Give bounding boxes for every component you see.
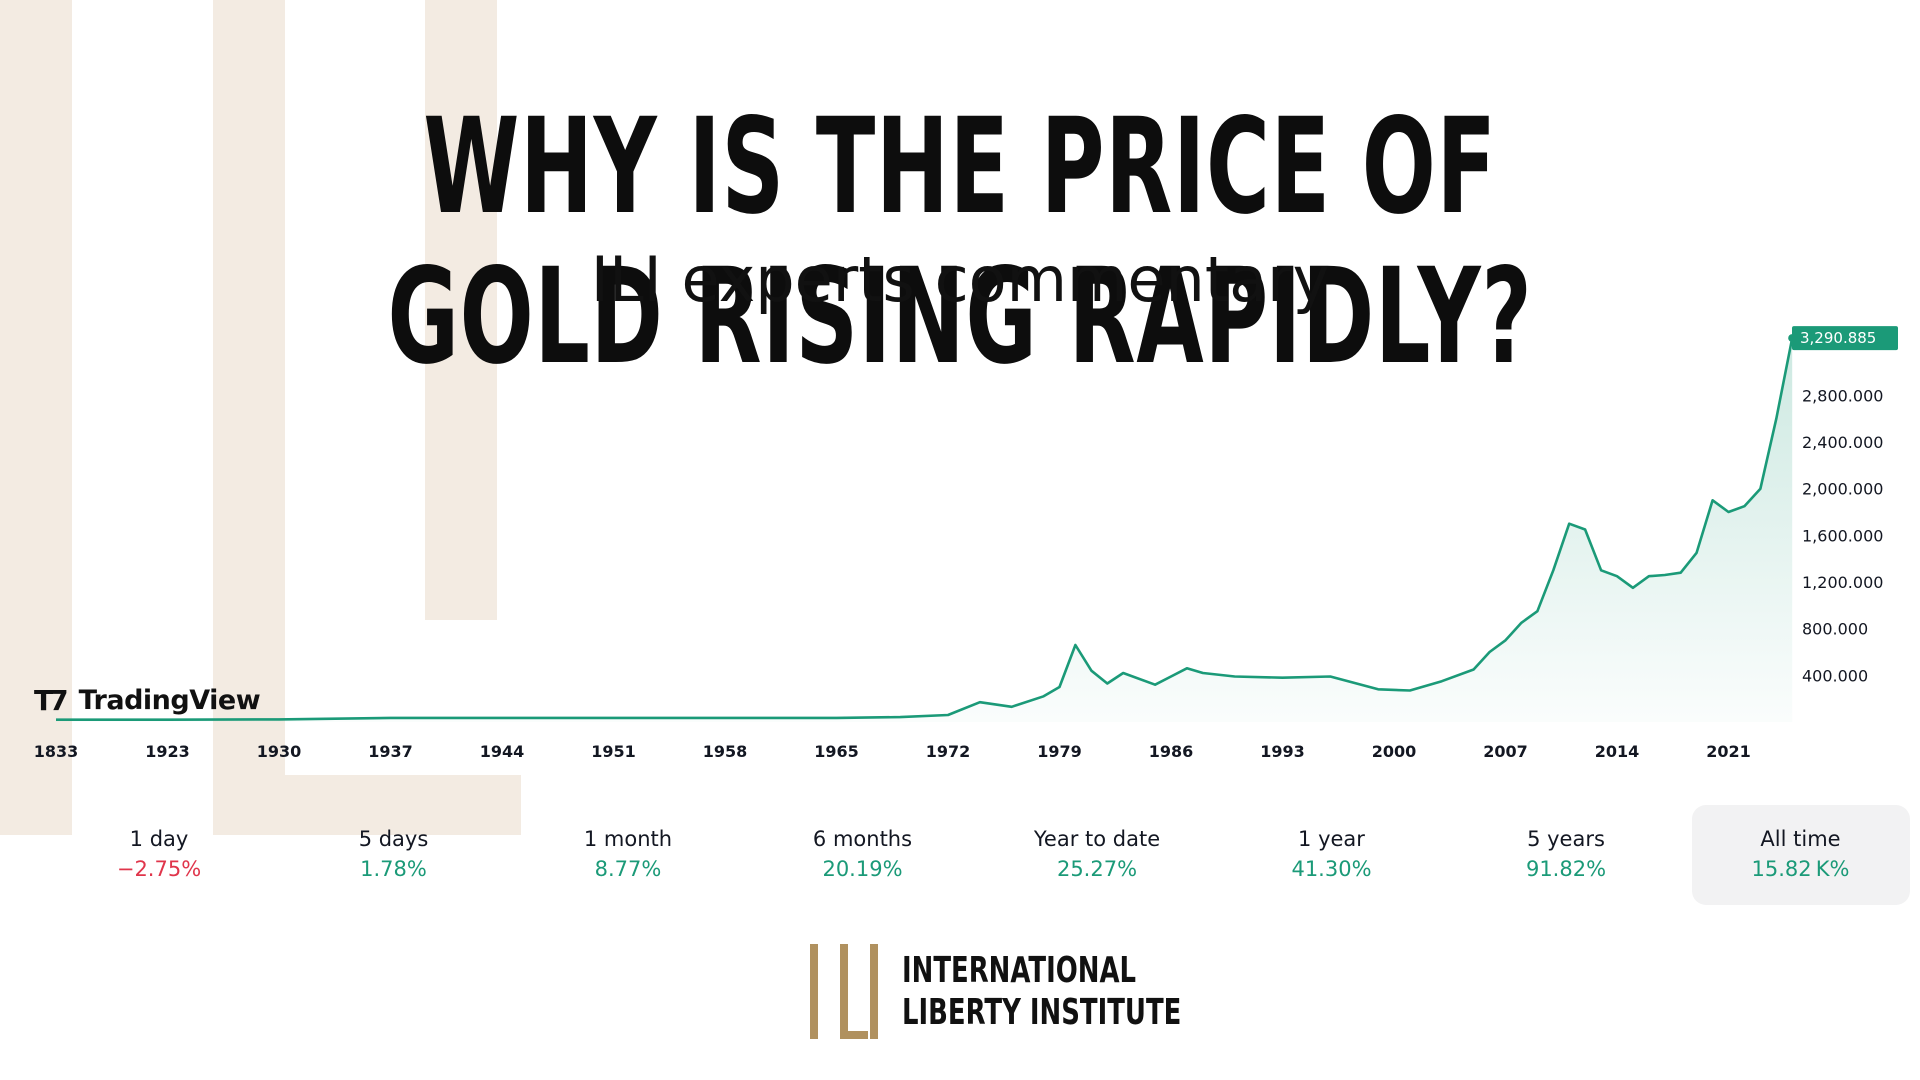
tradingview-logo-icon: T7 — [34, 684, 69, 717]
period-change-value: 1.78% — [360, 857, 427, 881]
period-label: 5 years — [1527, 827, 1605, 851]
gold-price-chart: 400.000 800.000 1,200.000 1,600.000 2,000.00… — [34, 326, 1898, 761]
x-tick-label: 1937 — [368, 742, 413, 761]
x-tick-label: 1986 — [1149, 742, 1194, 761]
period-change-value: 20.19% — [822, 857, 903, 881]
logo-bar-3 — [840, 1031, 868, 1039]
bg-stripe-middle-foot — [213, 775, 521, 835]
x-tick-label: 2000 — [1372, 742, 1417, 761]
period-label: Year to date — [1033, 827, 1161, 851]
period-label: 5 days — [358, 827, 429, 851]
period-6-months[interactable]: 6 months 20.19% — [754, 805, 972, 905]
bg-stripe-middle — [213, 0, 285, 835]
logo-bar-1 — [810, 944, 818, 1039]
period-1-year[interactable]: 1 year 41.30% — [1223, 805, 1441, 905]
last-price-label: 3,290.885 — [1800, 329, 1876, 347]
y-tick-label: 800.000 — [1802, 620, 1868, 639]
x-tick-label: 1993 — [1260, 742, 1305, 761]
chart-price-line — [56, 337, 1794, 721]
x-tick-label: 1965 — [814, 742, 859, 761]
period-year-to-date[interactable]: Year to date 25.27% — [988, 805, 1206, 905]
x-tick-label: 1979 — [1037, 742, 1082, 761]
ili-logo: INTERNATIONAL LIBERTY INSTITUTE — [810, 944, 1181, 1039]
period-label: 6 months — [812, 827, 913, 851]
y-tick-label: 2,800.000 — [1802, 386, 1883, 405]
organization-name-line2: LIBERTY INSTITUTE — [902, 992, 1182, 1033]
page-title: WHY IS THE PRICE OF GOLD RISING RAPIDLY? — [387, 90, 1533, 394]
x-tick-label: 1958 — [703, 742, 748, 761]
y-tick-label: 2,400.000 — [1802, 433, 1883, 452]
y-tick-label: 400.000 — [1802, 666, 1868, 685]
chart-area-fill — [56, 338, 1793, 722]
logo-bar-2 — [840, 944, 848, 1039]
period-label: All time — [1760, 827, 1841, 851]
y-axis-ticks: 400.000 800.000 1,200.000 1,600.000 2,000.00… — [1802, 386, 1883, 685]
x-tick-label: 1972 — [926, 742, 971, 761]
period-change-value: 25.27% — [1056, 857, 1138, 881]
page-subtitle: ILI experts commentary — [590, 243, 1330, 316]
x-tick-label: 2021 — [1706, 742, 1751, 761]
x-axis-ticks: 1833 1923 1930 1937 1944 1951 1958 1965 1972 1979… — [34, 742, 1751, 761]
last-price-marker: 3,290.885 — [1788, 326, 1898, 351]
x-tick-label: 2007 — [1483, 742, 1528, 761]
period-all-time[interactable]: All time 15.82 K% — [1691, 805, 1910, 905]
period-change-value: −2.75% — [116, 857, 202, 881]
y-tick-label: 1,200.000 — [1802, 573, 1883, 592]
period-change-value: 41.30% — [1291, 857, 1372, 881]
bg-stripe-left — [0, 0, 72, 835]
period-change-value: 8.77% — [594, 857, 662, 881]
x-tick-label: 1930 — [257, 742, 302, 761]
y-tick-label: 1,600.000 — [1802, 526, 1883, 545]
period-5-days[interactable]: 5 days 1.78% — [285, 805, 503, 905]
period-change-value: 15.82 K% — [1751, 857, 1850, 881]
tradingview-logo-text: TradingView — [78, 685, 261, 716]
period-5-years[interactable]: 5 years 91.82% — [1457, 805, 1675, 905]
x-tick-label: 1833 — [34, 742, 79, 761]
last-price-badge — [1792, 326, 1898, 351]
period-change-value: 91.82% — [1525, 857, 1607, 881]
period-performance-row: 1 day −2.75% 5 days 1.78% 1 month 8.77% 6 mont… — [50, 805, 1910, 905]
x-tick-label: 2014 — [1595, 742, 1640, 761]
period-1-month[interactable]: 1 month 8.77% — [519, 805, 737, 905]
x-tick-label: 1944 — [480, 742, 525, 761]
tradingview-logo: T7 TradingView — [34, 684, 261, 717]
y-tick-label: 2,000.000 — [1802, 480, 1883, 499]
x-tick-label: 1923 — [145, 742, 190, 761]
period-label: 1 month — [583, 827, 673, 851]
period-label: 1 day — [129, 827, 189, 851]
organization-name-line1: INTERNATIONAL — [902, 950, 1137, 991]
x-tick-label: 1951 — [591, 742, 636, 761]
organization-name: INTERNATIONAL LIBERTY INSTITUTE — [902, 950, 1181, 1034]
period-label: 1 year — [1298, 827, 1365, 851]
logo-bar-4 — [870, 944, 878, 1039]
bg-stripe-right — [425, 0, 497, 620]
period-1-day[interactable]: 1 day −2.75% — [50, 805, 268, 905]
